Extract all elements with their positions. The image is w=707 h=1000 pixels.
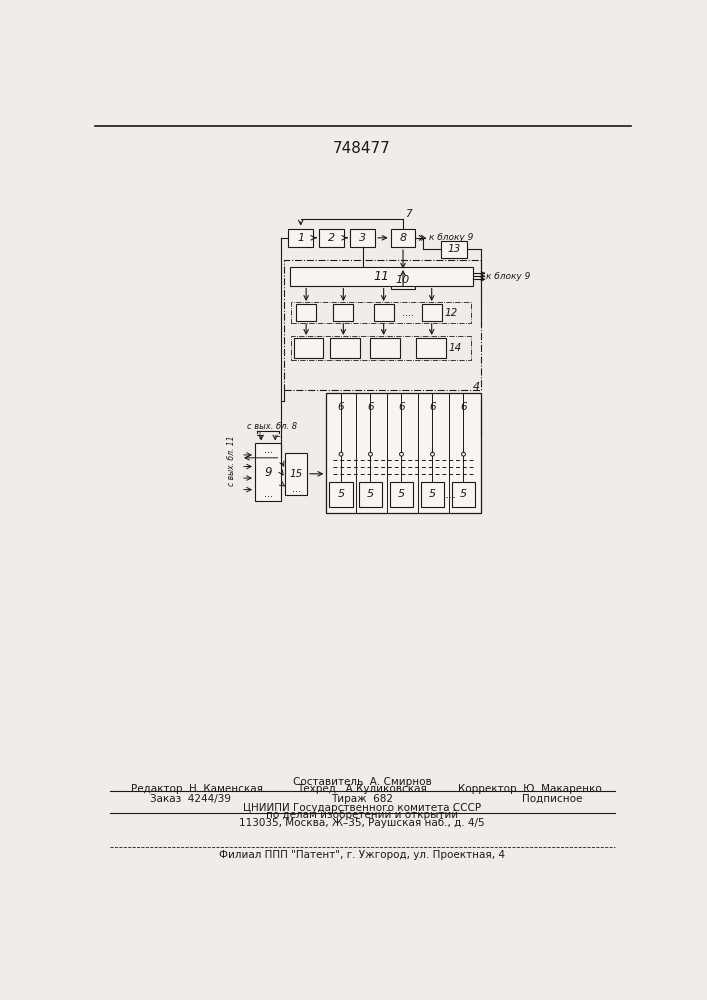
Text: ЦНИИПИ Государственного комитета СССР: ЦНИИПИ Государственного комитета СССР	[243, 803, 481, 813]
Bar	[391, 272, 416, 289]
Text: 5: 5	[398, 489, 405, 499]
Text: 6: 6	[338, 402, 344, 412]
Text: ...: ...	[264, 489, 273, 499]
Bar	[370, 338, 400, 358]
Text: 8: 8	[399, 233, 407, 243]
Bar	[390, 482, 413, 507]
Text: 4: 4	[472, 382, 480, 392]
Bar	[391, 229, 416, 247]
Text: +: +	[255, 431, 263, 441]
Text: ...: ...	[444, 488, 456, 501]
Text: 6: 6	[367, 402, 374, 412]
Text: по делам изобретений и открытий: по делам изобретений и открытий	[266, 810, 458, 820]
Bar	[359, 482, 382, 507]
Text: Филиал ППП "Патент", г. Ужгород, ул. Проектная, 4: Филиал ППП "Патент", г. Ужгород, ул. Про…	[219, 850, 505, 860]
Text: Подписное: Подписное	[522, 794, 583, 804]
Text: 12: 12	[445, 308, 458, 318]
Text: 6: 6	[429, 402, 436, 412]
Bar	[441, 241, 467, 258]
Bar	[291, 302, 472, 323]
Bar	[288, 229, 313, 247]
Bar	[284, 260, 481, 389]
Text: 113035, Москва, Ж–35, Раушская наб., д. 4/5: 113035, Москва, Ж–35, Раушская наб., д. …	[239, 818, 485, 828]
Text: ....: ....	[402, 308, 414, 318]
Text: 9: 9	[264, 466, 272, 479]
Text: 14: 14	[449, 343, 462, 353]
Text: 6: 6	[460, 402, 467, 412]
Text: Корректор  Ю. Макаренко: Корректор Ю. Макаренко	[458, 784, 602, 794]
Text: 5: 5	[460, 489, 467, 499]
Text: 11: 11	[373, 270, 390, 283]
Text: 3: 3	[359, 233, 366, 243]
Text: ...: ...	[291, 484, 300, 494]
Bar	[351, 229, 375, 247]
Bar	[293, 338, 323, 358]
Bar	[329, 482, 353, 507]
Text: ...: ...	[264, 445, 273, 455]
Bar	[291, 336, 472, 360]
Text: 5: 5	[429, 489, 436, 499]
Bar	[330, 338, 360, 358]
Bar	[373, 304, 394, 321]
Bar	[421, 482, 444, 507]
Bar	[255, 443, 281, 501]
Text: Редактор  Н. Каменская: Редактор Н. Каменская	[131, 784, 263, 794]
Bar	[290, 267, 473, 286]
Text: 5: 5	[367, 489, 374, 499]
Bar	[285, 453, 307, 495]
Bar	[296, 304, 316, 321]
Text: 7: 7	[404, 209, 411, 219]
Text: 5: 5	[337, 489, 344, 499]
Bar	[333, 304, 354, 321]
Text: Техред   А.Куликовская: Техред А.Куликовская	[297, 784, 427, 794]
Text: с вых. бл. 11: с вых. бл. 11	[227, 435, 236, 486]
Text: к блоку 9: к блоку 9	[486, 272, 530, 281]
Text: 748477: 748477	[333, 141, 391, 156]
Bar	[327, 393, 481, 513]
Text: Составитель  А. Смирнов: Составитель А. Смирнов	[293, 777, 431, 787]
Text: 1: 1	[297, 233, 304, 243]
Bar	[416, 338, 445, 358]
Text: Тираж  682: Тираж 682	[331, 794, 393, 804]
Bar	[320, 229, 344, 247]
Text: с вых. бл. 8: с вых. бл. 8	[247, 422, 297, 431]
Text: 13: 13	[448, 244, 461, 254]
Bar	[421, 304, 442, 321]
Text: –: –	[275, 431, 280, 441]
Text: Заказ  4244/39: Заказ 4244/39	[151, 794, 231, 804]
Text: 15: 15	[289, 469, 303, 479]
Text: к блоку 9: к блоку 9	[429, 233, 474, 242]
Text: 10: 10	[396, 275, 410, 285]
Text: 6: 6	[398, 402, 405, 412]
Bar	[452, 482, 475, 507]
Text: 2: 2	[328, 233, 335, 243]
